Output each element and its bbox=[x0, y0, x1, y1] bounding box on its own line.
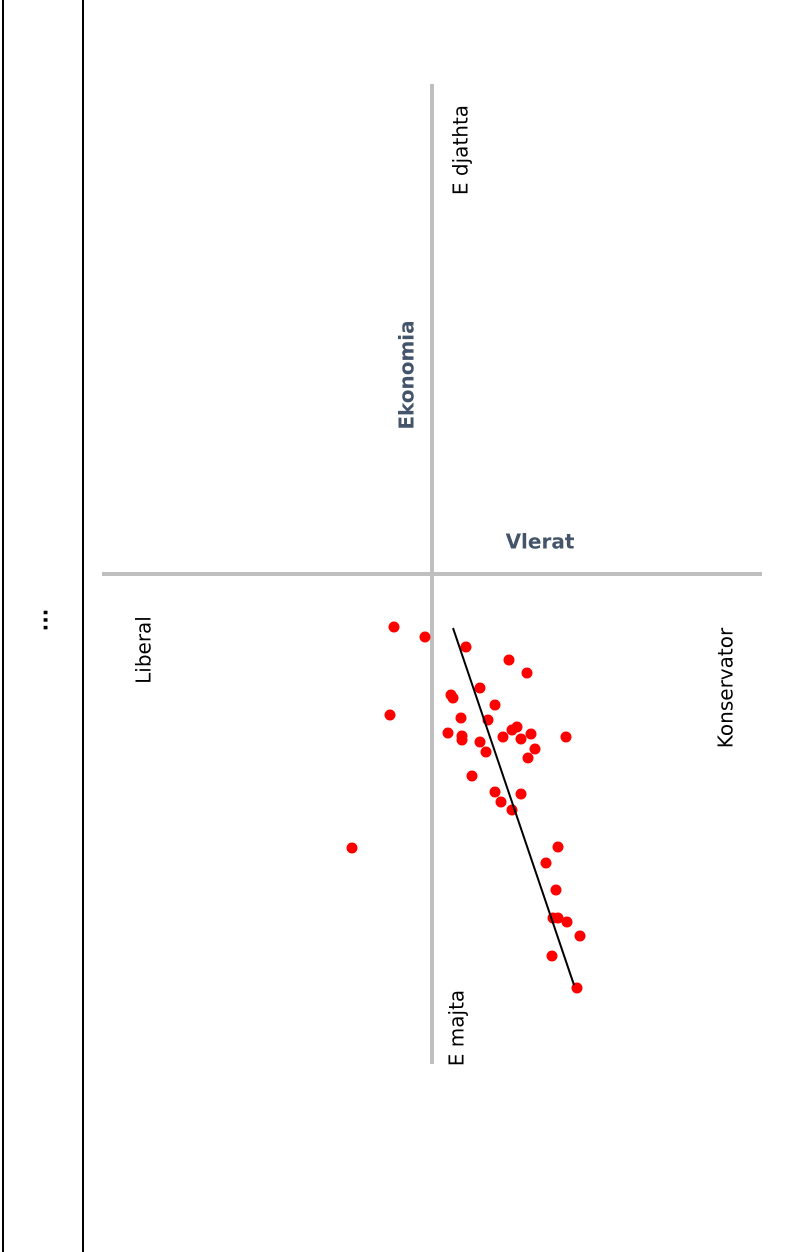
data-point bbox=[419, 631, 431, 643]
data-point bbox=[560, 731, 572, 743]
data-point bbox=[384, 709, 396, 721]
x-left-label: Liberal bbox=[132, 616, 156, 684]
data-point bbox=[525, 728, 537, 740]
data-point bbox=[489, 699, 501, 711]
data-point bbox=[552, 841, 564, 853]
data-point bbox=[515, 733, 527, 745]
data-point bbox=[489, 786, 501, 798]
data-point bbox=[495, 796, 507, 808]
data-point bbox=[529, 743, 541, 755]
data-point bbox=[442, 727, 454, 739]
data-point bbox=[474, 736, 486, 748]
x-right-label: Konservator bbox=[714, 627, 738, 748]
data-point bbox=[552, 912, 564, 924]
data-point bbox=[456, 734, 468, 746]
y-top-label: E djathta bbox=[449, 105, 473, 195]
data-point bbox=[346, 842, 358, 854]
data-point bbox=[503, 654, 515, 666]
data-point bbox=[474, 682, 486, 694]
data-point bbox=[540, 857, 552, 869]
data-point bbox=[522, 752, 534, 764]
data-point bbox=[497, 731, 509, 743]
menu-label[interactable]: ... bbox=[29, 609, 53, 632]
data-point bbox=[480, 746, 492, 758]
x-axis-title: Vlerat bbox=[506, 530, 575, 554]
y-bottom-label: E majta bbox=[445, 990, 469, 1066]
data-point bbox=[466, 770, 478, 782]
data-point bbox=[506, 724, 518, 736]
data-point bbox=[571, 982, 583, 994]
data-point bbox=[460, 641, 472, 653]
data-point bbox=[447, 692, 459, 704]
data-point bbox=[521, 667, 533, 679]
data-point bbox=[561, 916, 573, 928]
y-axis-title: Ekonomia bbox=[395, 320, 419, 429]
data-point bbox=[550, 884, 562, 896]
trend-line bbox=[452, 627, 575, 986]
data-point bbox=[455, 712, 467, 724]
data-point bbox=[574, 930, 586, 942]
data-point bbox=[546, 950, 558, 962]
data-point bbox=[388, 621, 400, 633]
chart: E djathta Ekonomia E majta Liberal Konservat… bbox=[102, 84, 762, 1066]
data-point bbox=[515, 788, 527, 800]
